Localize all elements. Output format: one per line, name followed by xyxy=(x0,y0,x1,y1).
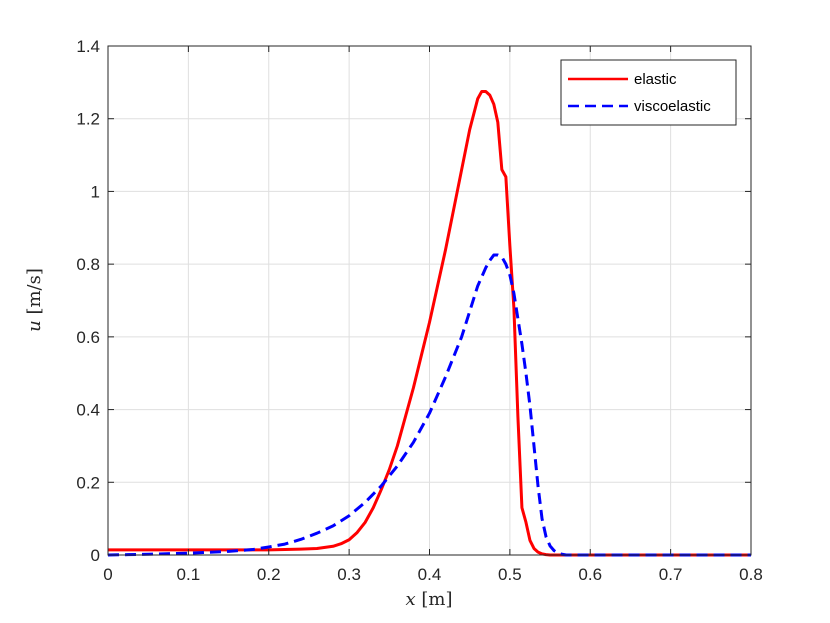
x-tick-label: 0.6 xyxy=(578,565,602,584)
series-line-elastic xyxy=(108,89,751,557)
y-axis-label-var: u xyxy=(24,320,45,332)
y-tick-label: 0.6 xyxy=(76,328,100,347)
x-tick-label: 0.3 xyxy=(337,565,361,584)
y-axis-label-unit: [m/s] xyxy=(24,268,45,314)
x-tick-label: 0.8 xyxy=(739,565,763,584)
x-tick-label: 0.5 xyxy=(498,565,522,584)
ticks: 0 0.1 0.2 0.3 0.4 0.5 0.6 0.7 0.8 0 0.2 0.4 0.6 0.8 1 1… xyxy=(76,37,762,584)
x-axis-label: x [m] xyxy=(405,589,452,610)
x-tick-label: 0.2 xyxy=(257,565,281,584)
legend-label-elastic: elastic xyxy=(634,71,677,88)
series-line-viscoelastic xyxy=(107,253,751,557)
x-tick-label: 0.4 xyxy=(418,565,442,584)
x-axis-label-unit: [m] xyxy=(421,589,452,610)
x-tick-label: 0.1 xyxy=(177,565,201,584)
y-tick-label: 1.2 xyxy=(76,110,100,129)
x-tick-label: 0 xyxy=(103,565,112,584)
y-tick-label: 0.8 xyxy=(76,255,100,274)
grid xyxy=(108,46,751,555)
y-tick-label: 0.4 xyxy=(76,401,100,420)
x-axis-label-var: x xyxy=(405,589,415,610)
series-layer xyxy=(107,89,751,557)
y-tick-label: 0.2 xyxy=(76,473,100,492)
y-axis-label: u [m/s] xyxy=(24,268,45,332)
x-tick-label: 0.7 xyxy=(659,565,683,584)
y-tick-label: 0 xyxy=(91,546,100,565)
y-tick-label: 1.4 xyxy=(76,37,100,56)
legend-box xyxy=(560,59,737,126)
legend-label-viscoelastic: viscoelastic xyxy=(634,98,711,115)
legend: elastic viscoelastic xyxy=(560,59,737,126)
y-tick-label: 1 xyxy=(91,182,100,201)
